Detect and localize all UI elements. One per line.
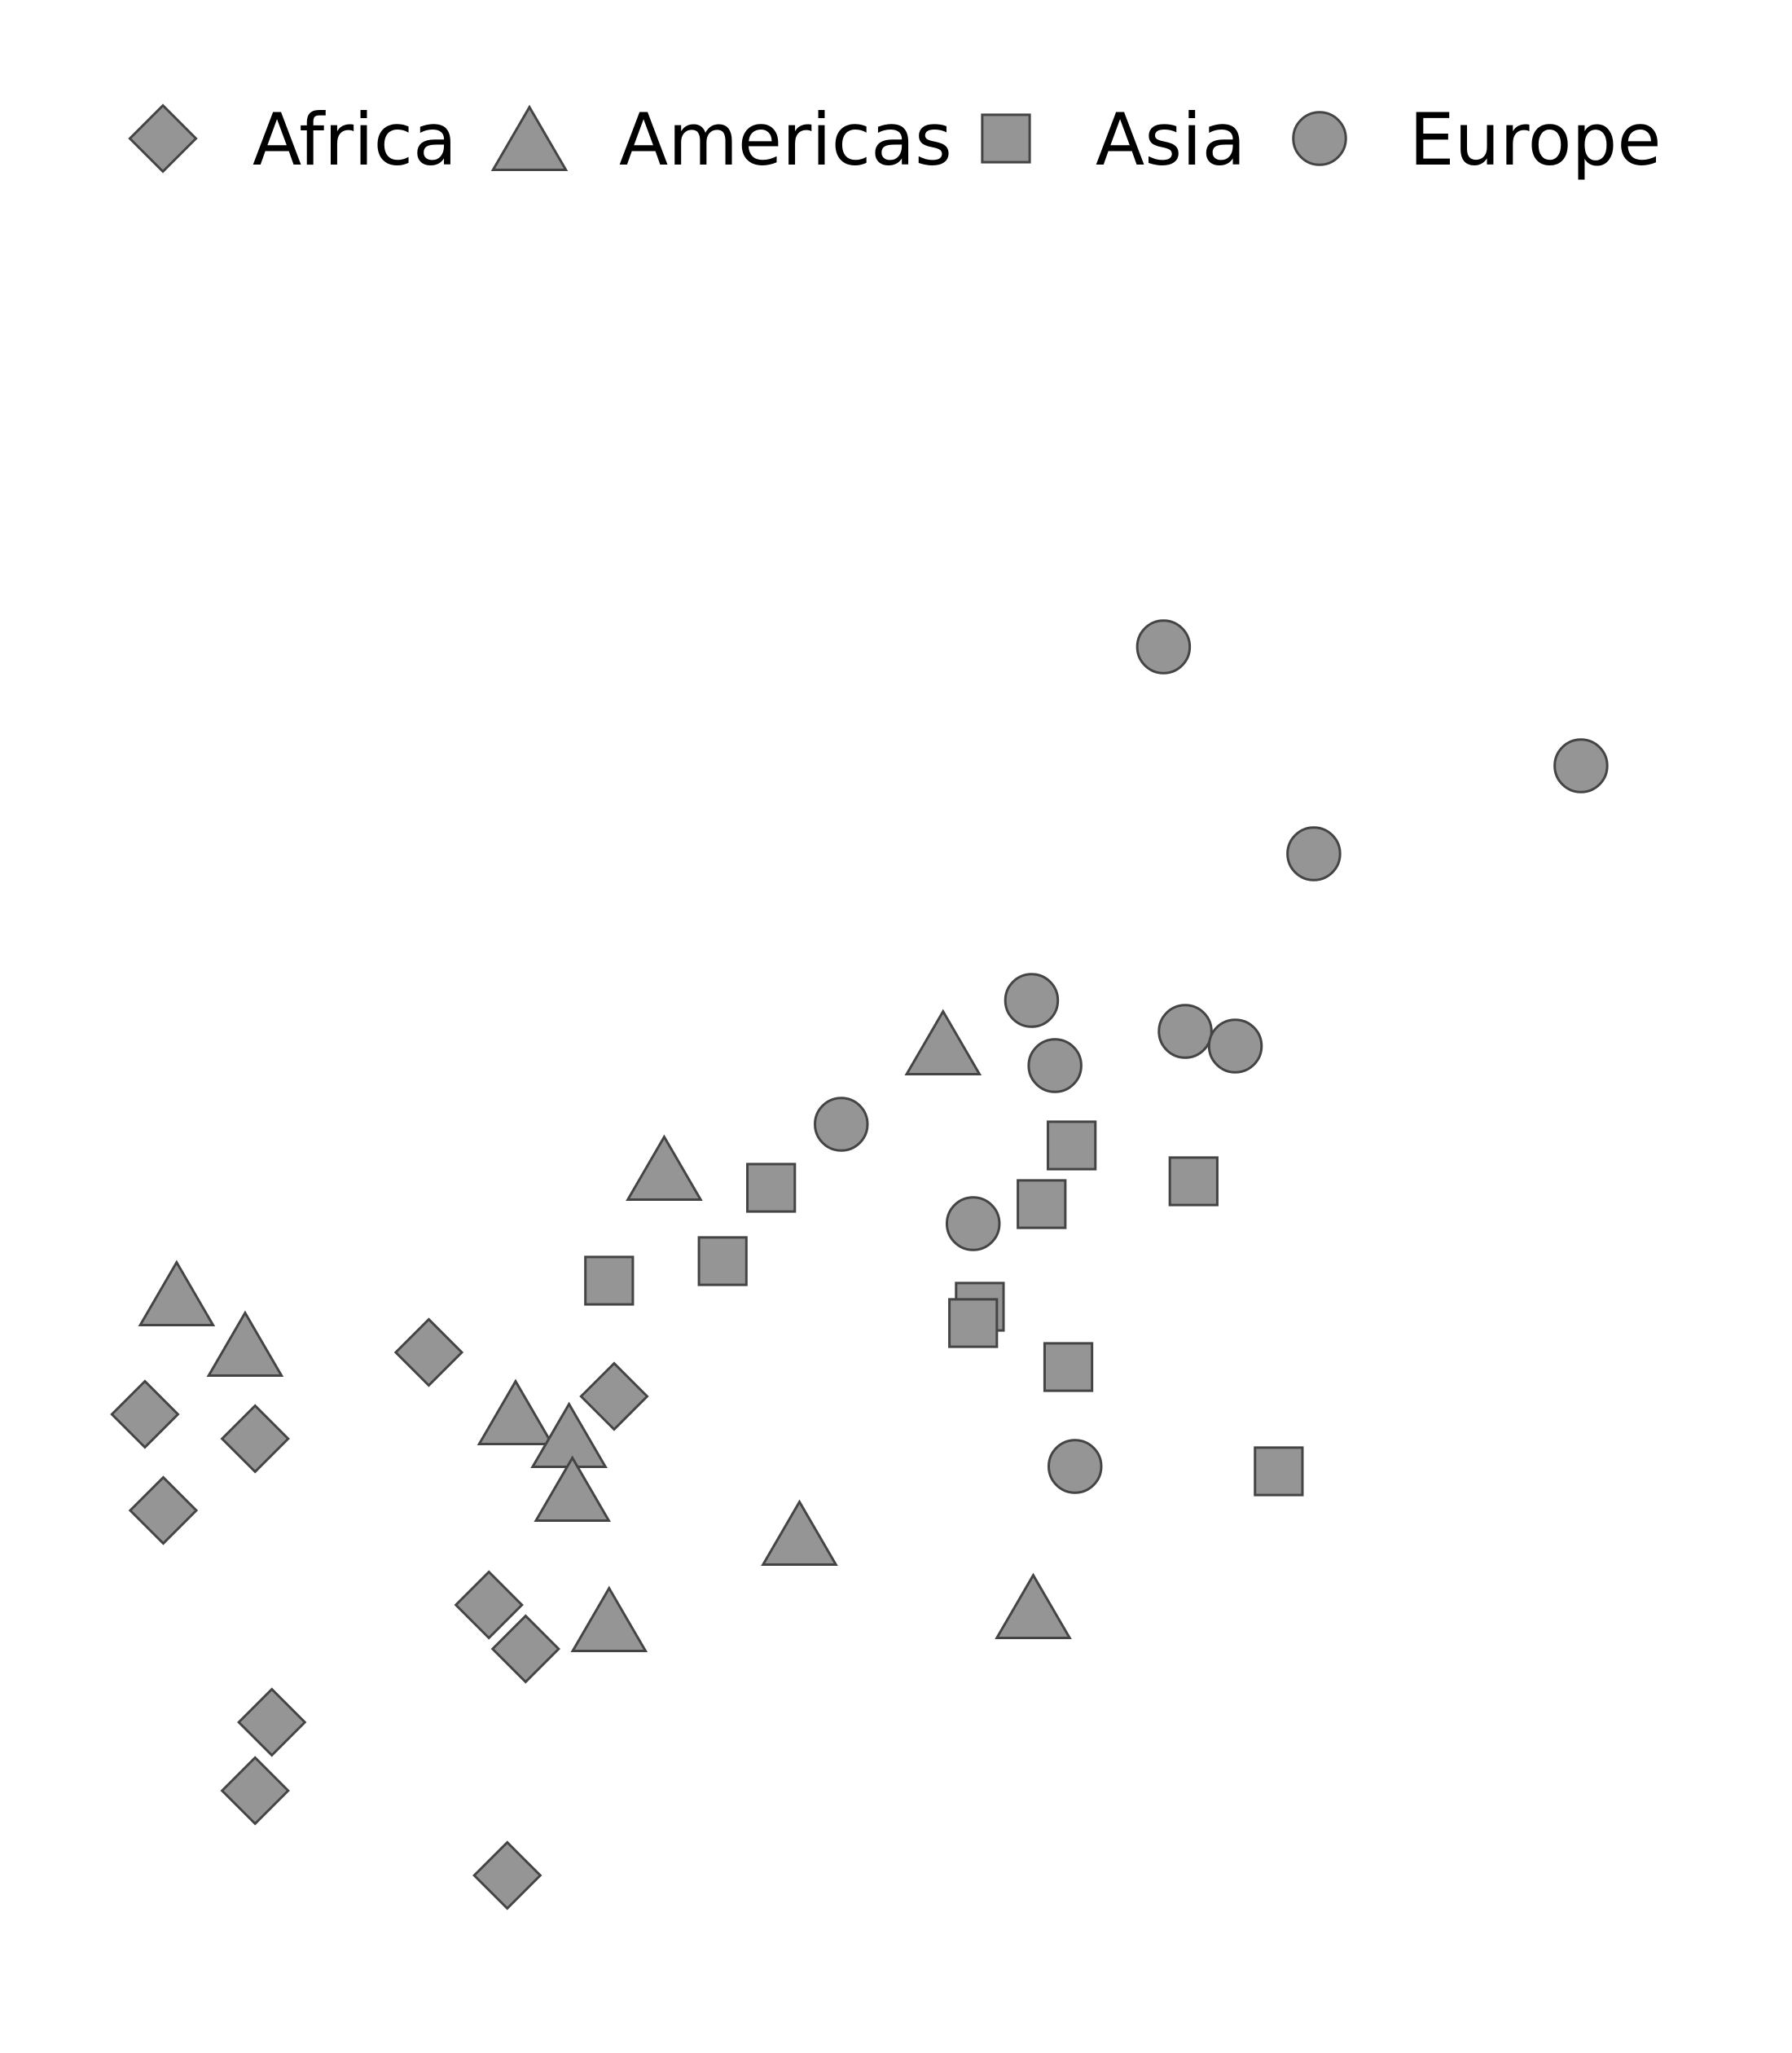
point-asia-10: [1254, 1446, 1304, 1497]
point-europe-7: [1027, 1038, 1083, 1093]
point-americas-8: [761, 1499, 838, 1566]
point-americas-3: [138, 1259, 216, 1326]
plot-area: [110, 619, 1609, 1910]
point-africa-4: [128, 1475, 199, 1545]
legend: Africa Americas Asia Europe: [128, 98, 1661, 182]
legend-label-europe: Europe: [1409, 98, 1661, 182]
legend-label-asia: Asia: [1096, 98, 1245, 182]
point-americas-2: [626, 1134, 703, 1201]
point-europe-4: [1004, 973, 1060, 1028]
point-africa-8: [237, 1687, 307, 1757]
point-europe-6: [1207, 1018, 1263, 1074]
point-africa-2: [110, 1379, 180, 1449]
point-europe-5: [1157, 1004, 1213, 1059]
point-asia-5: [697, 1236, 748, 1286]
legend-marker-asia: [981, 113, 1031, 164]
legend-marker-americas: [490, 104, 569, 171]
point-africa-1: [393, 1317, 464, 1387]
point-asia-2: [1168, 1156, 1219, 1207]
point-africa-10: [472, 1840, 542, 1910]
series-africa: [110, 1317, 649, 1910]
point-asia-3: [746, 1163, 797, 1213]
point-americas-5: [477, 1378, 555, 1445]
point-europe-1: [1135, 619, 1192, 675]
point-africa-7: [490, 1614, 560, 1684]
series-europe: [814, 619, 1609, 1494]
point-europe-10: [1048, 1439, 1103, 1494]
legend-label-americas: Americas: [619, 98, 952, 182]
point-asia-8: [948, 1298, 999, 1348]
point-americas-9: [570, 1585, 648, 1652]
point-americas-1: [904, 1009, 982, 1075]
point-asia-9: [1043, 1342, 1094, 1392]
point-americas-10: [995, 1572, 1072, 1639]
point-europe-8: [814, 1097, 869, 1152]
point-americas-4: [206, 1310, 284, 1377]
point-africa-3: [220, 1404, 290, 1474]
point-europe-2: [1553, 738, 1609, 794]
series-americas: [138, 1009, 1072, 1652]
point-asia-1: [1047, 1120, 1097, 1171]
point-europe-9: [945, 1196, 1001, 1251]
point-africa-6: [454, 1570, 524, 1640]
point-asia-6: [584, 1255, 635, 1306]
legend-marker-europe: [1292, 111, 1347, 166]
legend-marker-africa: [128, 103, 198, 174]
series-asia: [584, 1120, 1304, 1497]
point-americas-7: [534, 1455, 612, 1522]
point-europe-3: [1286, 826, 1342, 881]
point-africa-5: [579, 1361, 649, 1431]
legend-label-africa: Africa: [253, 98, 457, 182]
point-africa-9: [220, 1756, 290, 1826]
point-asia-4: [1017, 1179, 1067, 1229]
